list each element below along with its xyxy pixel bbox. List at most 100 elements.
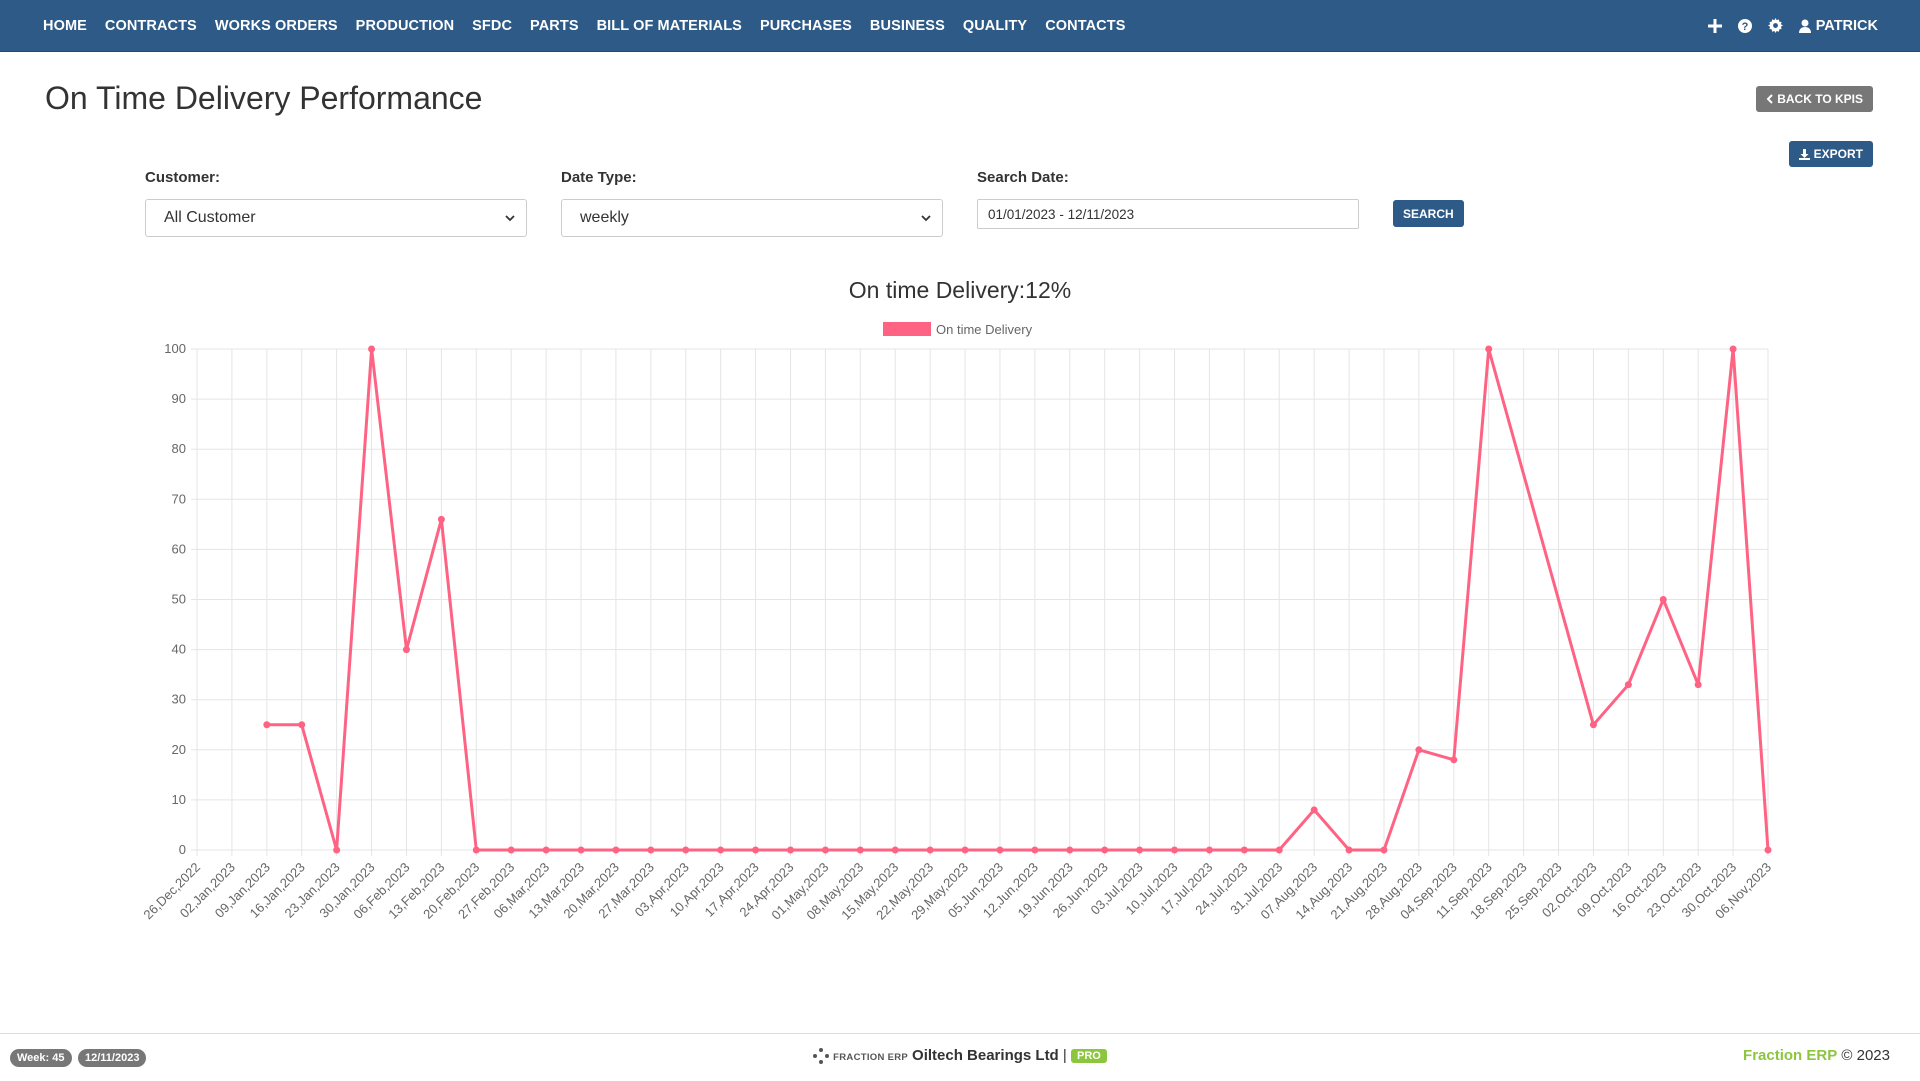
y-tick-label: 80 [172, 441, 186, 456]
data-point [1659, 596, 1667, 603]
footer-company: FRACTION ERP Oiltech Bearings Ltd | PRO [0, 1047, 1920, 1065]
data-point [786, 846, 794, 854]
y-tick-label: 70 [172, 491, 186, 506]
data-point [542, 846, 550, 854]
nav-works-orders[interactable]: WORKS ORDERS [214, 17, 338, 34]
series-on-time-delivery [263, 345, 1772, 854]
back-to-kpis-button[interactable]: BACK TO KPIS [1756, 86, 1873, 112]
data-point [1485, 345, 1493, 353]
customer-select[interactable]: All Customer [145, 199, 527, 237]
data-point [1415, 746, 1423, 754]
nav-contracts[interactable]: CONTRACTS [104, 17, 197, 34]
footer-brand: FRACTION ERP [833, 1052, 909, 1063]
back-to-kpis-label: BACK TO KPIS [1777, 92, 1863, 106]
data-point [1031, 846, 1039, 854]
chevron-left-icon [1766, 94, 1773, 104]
data-point [612, 846, 620, 854]
data-point [298, 721, 306, 729]
chart-grid [191, 348, 1769, 856]
search-button[interactable]: SEARCH [1393, 200, 1464, 227]
date-type-select[interactable]: weekly [561, 199, 943, 237]
on-time-delivery-chart: On time Delivery:12% On time Delivery 0 1… [140, 277, 1774, 923]
y-tick-label: 50 [172, 592, 186, 607]
legend-swatch [883, 322, 931, 336]
series-line [266, 347, 1770, 852]
y-tick-label: 90 [172, 391, 186, 406]
data-point [263, 721, 271, 729]
nav-purchases[interactable]: PURCHASES [759, 17, 852, 34]
data-point [961, 846, 969, 854]
data-point [437, 515, 445, 523]
nav-quality[interactable]: QUALITY [962, 17, 1028, 34]
page-title: On Time Delivery Performance [45, 80, 483, 116]
data-point [821, 846, 829, 854]
nav-bill-of-materials[interactable]: BILL OF MATERIALS [596, 17, 742, 34]
pro-badge: PRO [1070, 1049, 1107, 1064]
plus-icon[interactable] [1707, 18, 1722, 33]
data-point [717, 846, 725, 854]
y-tick-label: 60 [172, 541, 186, 556]
download-icon [1798, 148, 1810, 160]
nav-home[interactable]: HOME [43, 17, 87, 34]
help-icon[interactable]: ? [1737, 18, 1752, 33]
date-type-select-value: weekly [580, 209, 629, 226]
main-menu: HOME CONTRACTS WORKS ORDERS PRODUCTION S… [43, 0, 1143, 51]
data-point [1380, 846, 1388, 854]
nav-contacts[interactable]: CONTACTS [1045, 17, 1126, 34]
export-button[interactable]: EXPORT [1788, 141, 1873, 167]
data-point [507, 846, 515, 854]
data-point [1136, 846, 1144, 854]
y-tick-label: 40 [172, 642, 186, 657]
data-point [856, 846, 864, 854]
footer: Week: 45 12/11/2023 FRACTION ERP Oiltech … [0, 1033, 1920, 1081]
date-badge: 12/11/2023 [78, 1049, 147, 1067]
data-point [577, 846, 585, 854]
export-label: EXPORT [1813, 147, 1863, 161]
footer-year: © 2023 [1841, 1047, 1890, 1064]
x-axis: 26,Dec,202202,Jan,202309,Jan,202316,Jan,… [140, 860, 1774, 923]
user-name: PATRICK [1815, 17, 1878, 34]
y-tick-label: 0 [179, 842, 186, 857]
nav-parts[interactable]: PARTS [530, 17, 579, 34]
date-type-label: Date Type: [561, 169, 637, 186]
top-navbar: HOME CONTRACTS WORKS ORDERS PRODUCTION S… [0, 0, 1920, 52]
week-badge: Week: 45 [10, 1049, 72, 1067]
nav-business[interactable]: BUSINESS [869, 17, 945, 34]
svg-text:?: ? [1741, 21, 1748, 33]
data-point [1694, 681, 1702, 689]
legend-label: On time Delivery [936, 322, 1033, 337]
y-tick-label: 20 [172, 742, 186, 757]
y-tick-label: 100 [164, 341, 186, 356]
customer-select-value: All Customer [164, 209, 256, 226]
gear-icon[interactable] [1767, 18, 1783, 33]
data-point [1729, 345, 1737, 353]
data-point [333, 846, 341, 854]
data-point [1275, 846, 1283, 854]
data-point [1205, 846, 1213, 854]
nav-sfdc[interactable]: SFDC [472, 17, 513, 34]
footer-company-name: Oiltech Bearings Ltd [912, 1047, 1059, 1064]
search-date-label: Search Date: [977, 169, 1069, 186]
data-point [1450, 756, 1458, 764]
nav-actions: ? PATRICK [1692, 0, 1878, 51]
y-tick-label: 30 [172, 692, 186, 707]
user-icon [1798, 19, 1811, 33]
footer-separator: | [1062, 1047, 1067, 1064]
y-tick-label: 10 [172, 792, 186, 807]
data-point [752, 846, 760, 854]
nav-production[interactable]: PRODUCTION [355, 17, 455, 34]
data-point [682, 846, 690, 854]
data-point [1101, 846, 1109, 854]
data-point [472, 846, 480, 854]
data-point [1171, 846, 1179, 854]
data-point [1240, 846, 1248, 854]
data-point [1589, 721, 1597, 729]
data-point [996, 846, 1004, 854]
chevron-down-icon [505, 215, 515, 222]
user-menu[interactable]: PATRICK [1798, 17, 1878, 34]
footer-product-name: Fraction ERP [1743, 1047, 1838, 1064]
data-point [368, 345, 376, 353]
data-point [891, 846, 899, 854]
search-date-input[interactable]: 01/01/2023 - 12/11/2023 [977, 199, 1359, 229]
footer-copyright: Fraction ERP © 2023 [1743, 1047, 1890, 1064]
